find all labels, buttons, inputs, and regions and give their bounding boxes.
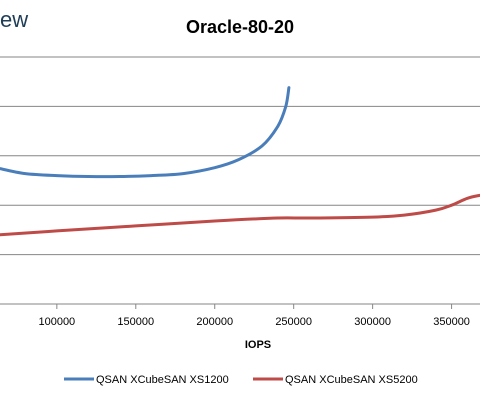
gridlines: [0, 56, 480, 256]
x-tick-labels: 100000 150000 200000 250000 300000 350000: [38, 304, 470, 328]
legend-label-2: QSAN XCubeSAN XS5200: [285, 374, 418, 386]
series-line-2: [0, 193, 480, 237]
x-tick-label: 350000: [433, 316, 470, 328]
x-axis-label: IOPS: [245, 339, 271, 351]
series-lines: [0, 86, 480, 237]
x-tick-label: 300000: [354, 316, 391, 328]
x-tick-label: 200000: [196, 316, 233, 328]
legend-label-1: QSAN XCubeSAN XS1200: [96, 374, 229, 386]
legend: QSAN XCubeSAN XS1200 QSAN XCubeSAN XS5200: [64, 374, 418, 386]
x-tick-label: 100000: [38, 316, 75, 328]
series-line-1: [0, 86, 291, 179]
x-tick-label: 150000: [117, 316, 154, 328]
chart-title: Oracle-80-20: [186, 17, 294, 37]
brand-fragment: ew: [0, 7, 28, 32]
x-tick-label: 250000: [275, 316, 312, 328]
